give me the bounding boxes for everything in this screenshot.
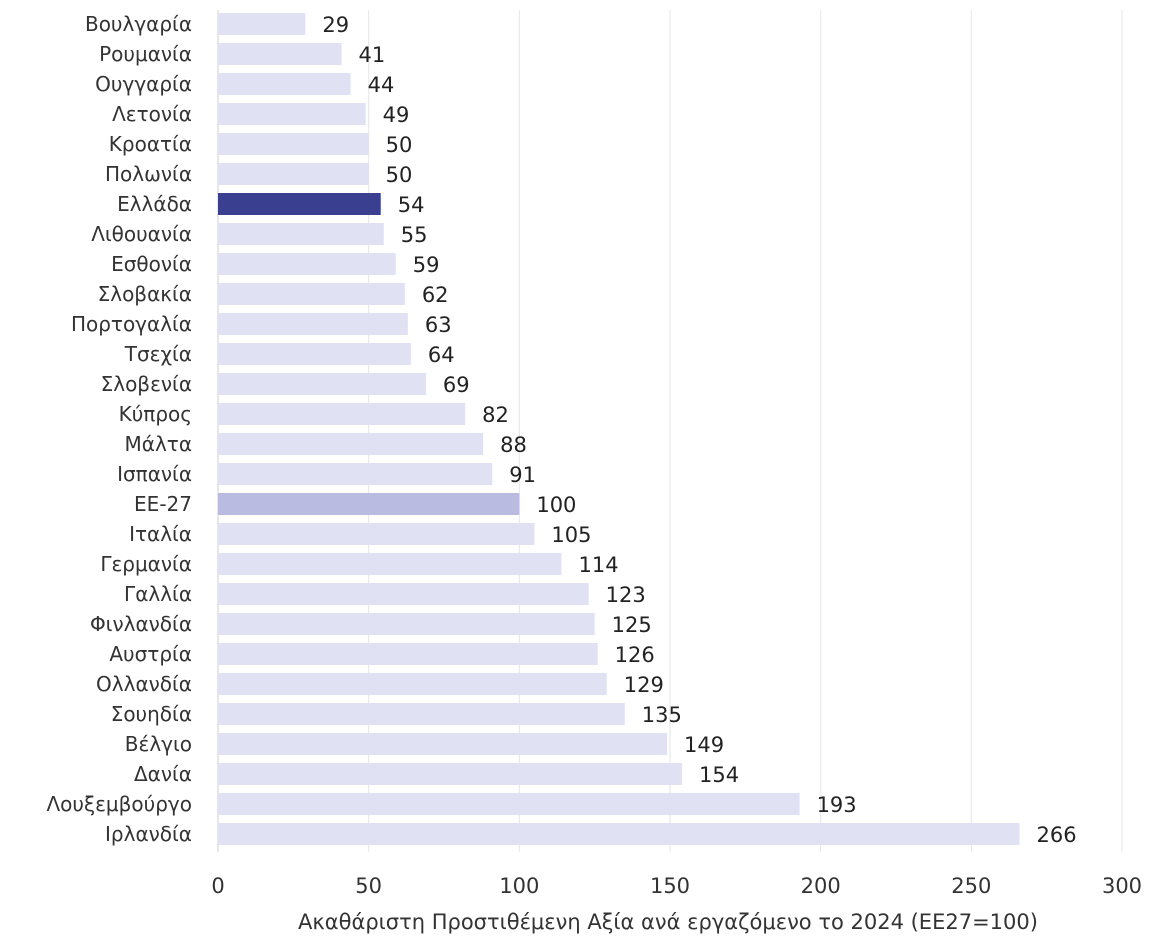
- bar: [218, 13, 306, 35]
- bar: [218, 223, 384, 245]
- category-label: Βέλγιο: [125, 732, 192, 756]
- category-label: Ισπανία: [117, 462, 192, 486]
- data-label: 59: [413, 253, 440, 277]
- data-label: 49: [383, 103, 410, 127]
- data-label: 100: [536, 493, 576, 517]
- bar: [218, 313, 408, 335]
- data-label: 62: [422, 283, 449, 307]
- x-tick-labels: 0 50 100 150 200 250 300: [211, 874, 1142, 898]
- data-label: 126: [615, 643, 655, 667]
- bar: [218, 613, 595, 635]
- bar: [218, 673, 607, 695]
- data-label: 105: [551, 523, 591, 547]
- category-label: ΕΕ-27: [134, 492, 192, 516]
- data-label: 54: [398, 193, 425, 217]
- category-label: Αυστρία: [109, 642, 192, 666]
- category-label: Λιθουανία: [91, 222, 192, 246]
- category-labels: Βουλγαρία Ρουμανία Ουγγαρία Λετονία Κροατία Π…: [46, 12, 192, 846]
- data-label: 123: [606, 583, 646, 607]
- x-tick-label: 200: [801, 874, 841, 898]
- bar: [218, 553, 562, 575]
- data-label: 64: [428, 343, 455, 367]
- data-label: 114: [579, 553, 619, 577]
- category-label: Λουξεμβούργο: [46, 792, 192, 816]
- bar: [218, 763, 683, 785]
- bar: [218, 823, 1020, 845]
- bar: [218, 703, 625, 725]
- bar: [218, 283, 405, 305]
- category-label: Δανία: [134, 762, 192, 786]
- x-tick-label: 0: [211, 874, 224, 898]
- x-axis-title: Ακαθάριστη Προστιθέμενη Αξία ανά εργαζόμ…: [298, 910, 1038, 934]
- category-label: Πολωνία: [105, 162, 192, 186]
- category-label: Ιταλία: [129, 522, 192, 546]
- x-tick-label: 50: [355, 874, 382, 898]
- data-label: 82: [482, 403, 509, 427]
- category-label: Τσεχία: [124, 342, 192, 366]
- data-label: 44: [368, 73, 395, 97]
- data-label: 135: [642, 703, 682, 727]
- data-label: 149: [684, 733, 724, 757]
- data-label: 125: [612, 613, 652, 637]
- category-label: Κροατία: [109, 132, 192, 156]
- category-label: Κύπρος: [119, 402, 192, 426]
- bar: [218, 73, 351, 95]
- bar: [218, 193, 381, 215]
- category-label: Λετονία: [112, 102, 192, 126]
- category-label: Ιρλανδία: [105, 822, 192, 846]
- data-label: 193: [817, 793, 857, 817]
- category-label: Ελλάδα: [117, 192, 192, 216]
- data-label: 55: [401, 223, 428, 247]
- data-label: 129: [624, 673, 664, 697]
- category-label: Σουηδία: [111, 702, 192, 726]
- bar: [218, 793, 800, 815]
- category-label: Ουγγαρία: [95, 72, 192, 96]
- category-label: Γερμανία: [100, 552, 192, 576]
- category-label: Σλοβενία: [101, 372, 192, 396]
- category-label: Ρουμανία: [99, 42, 192, 66]
- data-label: 50: [386, 163, 413, 187]
- bar: [218, 463, 493, 485]
- bar: [218, 133, 369, 155]
- data-label: 266: [1037, 823, 1077, 847]
- data-label: 154: [699, 763, 739, 787]
- category-label: Εσθονία: [111, 252, 192, 276]
- data-label: 63: [425, 313, 452, 337]
- data-label: 91: [509, 463, 536, 487]
- bar: [218, 493, 520, 515]
- bar: [218, 583, 589, 605]
- bar: [218, 523, 535, 545]
- bar: [218, 733, 667, 755]
- category-label: Σλοβακία: [98, 282, 192, 306]
- bar: [218, 403, 466, 425]
- x-tick-label: 150: [650, 874, 690, 898]
- bar: [218, 643, 598, 665]
- category-label: Φινλανδία: [90, 612, 192, 636]
- data-label: 69: [443, 373, 470, 397]
- bar: [218, 253, 396, 275]
- data-label: 29: [322, 13, 349, 37]
- x-tick-label: 100: [499, 874, 539, 898]
- bar: [218, 373, 426, 395]
- data-label: 88: [500, 433, 527, 457]
- data-label: 50: [386, 133, 413, 157]
- x-tick-label: 250: [951, 874, 991, 898]
- category-label: Ολλανδία: [96, 672, 192, 696]
- category-label: Μάλτα: [125, 432, 193, 456]
- bars: [218, 13, 1020, 845]
- bar: [218, 43, 342, 65]
- category-label: Γαλλία: [124, 582, 192, 606]
- bar: [218, 163, 369, 185]
- category-label: Βουλγαρία: [85, 12, 192, 36]
- bar: [218, 103, 366, 125]
- x-tick-label: 300: [1102, 874, 1142, 898]
- bar: [218, 343, 411, 365]
- bar: [218, 433, 484, 455]
- category-label: Πορτογαλία: [71, 312, 192, 336]
- data-label: 41: [359, 43, 386, 67]
